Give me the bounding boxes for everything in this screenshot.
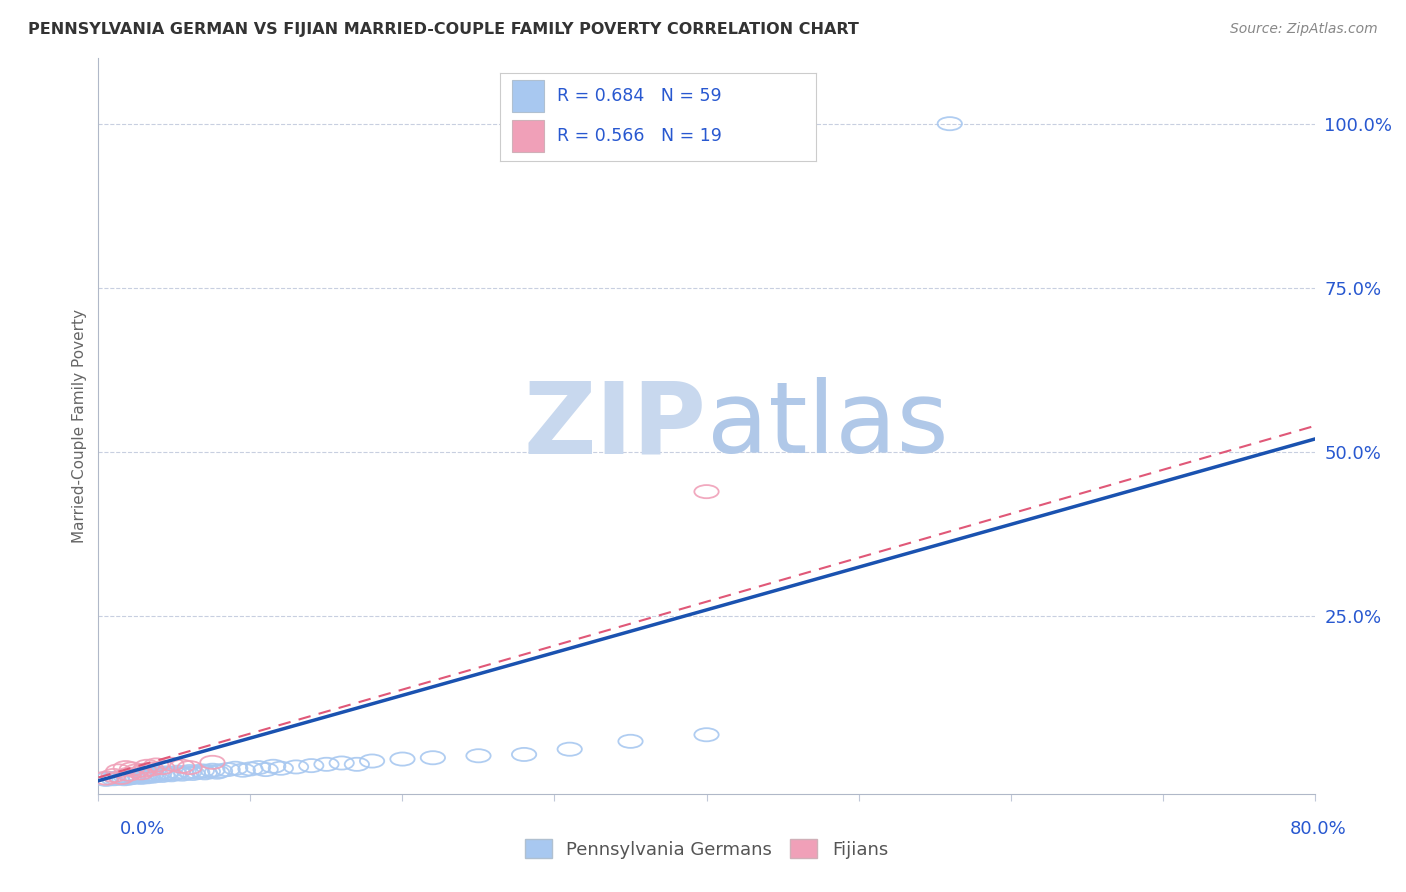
Text: PENNSYLVANIA GERMAN VS FIJIAN MARRIED-COUPLE FAMILY POVERTY CORRELATION CHART: PENNSYLVANIA GERMAN VS FIJIAN MARRIED-CO… [28, 22, 859, 37]
Text: ZIP: ZIP [523, 377, 707, 475]
Text: 80.0%: 80.0% [1291, 820, 1347, 838]
Text: atlas: atlas [707, 377, 948, 475]
Text: Source: ZipAtlas.com: Source: ZipAtlas.com [1230, 22, 1378, 37]
Y-axis label: Married-Couple Family Poverty: Married-Couple Family Poverty [72, 309, 87, 543]
Text: 0.0%: 0.0% [120, 820, 165, 838]
Legend: Pennsylvania Germans, Fijians: Pennsylvania Germans, Fijians [517, 832, 896, 866]
